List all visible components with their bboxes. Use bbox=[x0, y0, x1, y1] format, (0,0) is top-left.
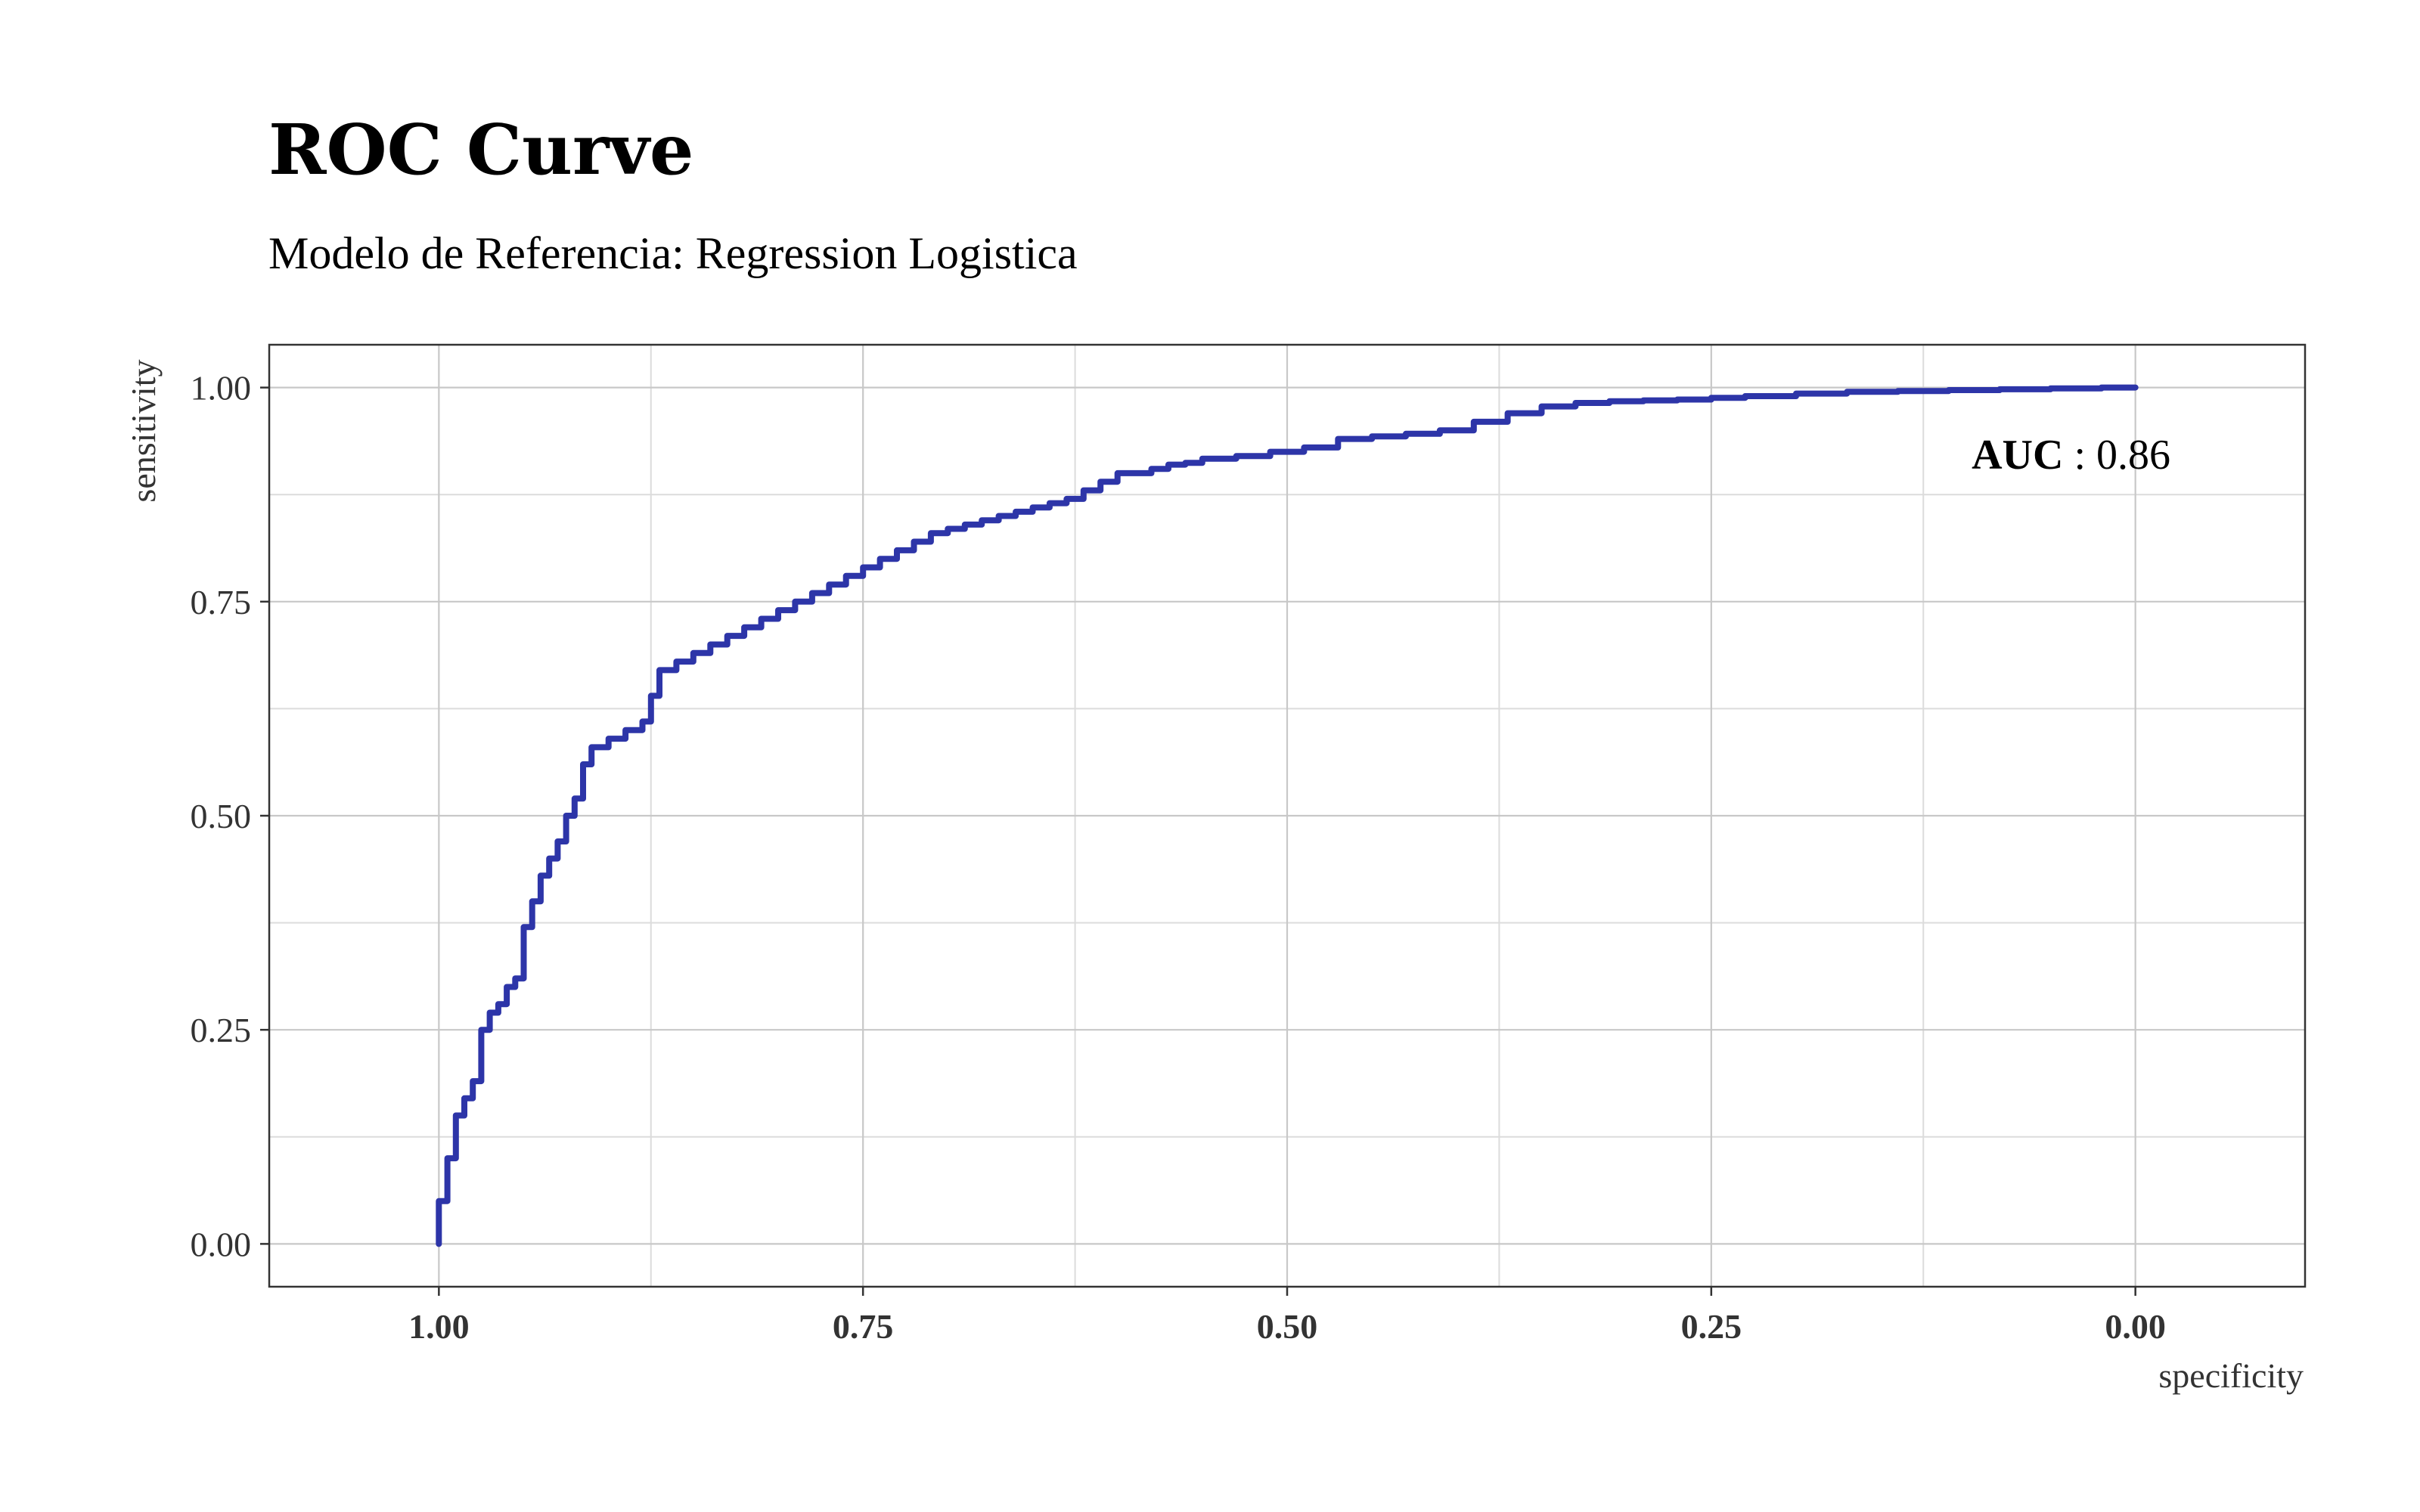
y-tick-label: 0.75 bbox=[191, 583, 252, 621]
chart-subtitle: Modelo de Referencia: Regression Logisti… bbox=[268, 228, 1078, 278]
y-tick-label: 0.25 bbox=[191, 1011, 252, 1049]
auc-annotation: AUC : 0.86 bbox=[1972, 432, 2170, 479]
x-tick-label: 0.50 bbox=[1257, 1307, 1318, 1346]
y-axis: 0.00 0.25 0.50 0.75 1.00 bbox=[191, 369, 270, 1264]
y-tick-label: 0.50 bbox=[191, 797, 252, 835]
x-tick-label: 1.00 bbox=[408, 1307, 470, 1346]
y-tick-label: 0.00 bbox=[191, 1225, 252, 1263]
auc-value: 0.86 bbox=[2096, 432, 2170, 479]
auc-label: AUC bbox=[1972, 432, 2063, 479]
x-tick-label: 0.00 bbox=[2105, 1307, 2166, 1346]
auc-separator: : bbox=[2063, 432, 2096, 479]
x-tick-label: 0.25 bbox=[1681, 1307, 1742, 1346]
chart-title: ROC Curve bbox=[268, 109, 693, 191]
x-tick-label: 0.75 bbox=[833, 1307, 894, 1346]
y-tick-label: 1.00 bbox=[191, 369, 252, 407]
x-axis-label: specificity bbox=[2158, 1356, 2304, 1395]
x-axis: 1.00 0.75 0.50 0.25 0.00 bbox=[408, 1287, 2166, 1346]
y-axis-label: sensitivity bbox=[124, 359, 163, 502]
